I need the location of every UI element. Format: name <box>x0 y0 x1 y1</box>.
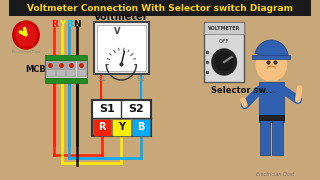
Bar <box>252 55 290 59</box>
Circle shape <box>216 53 233 71</box>
Bar <box>67 61 75 68</box>
Circle shape <box>212 49 236 75</box>
Text: S2: S2 <box>128 104 144 114</box>
Text: Voltmeter Connection With Selector switch Diagram: Voltmeter Connection With Selector switc… <box>27 3 293 12</box>
Bar <box>112 118 131 136</box>
Text: Electrician Dost: Electrician Dost <box>256 172 294 177</box>
Text: VOLTMETER: VOLTMETER <box>208 26 240 30</box>
Text: MCB: MCB <box>25 64 46 73</box>
Bar <box>45 60 87 78</box>
Bar <box>132 118 150 136</box>
Bar <box>67 69 75 76</box>
Text: OFF: OFF <box>219 39 229 44</box>
Text: V: V <box>114 26 121 35</box>
Text: Voltmeter: Voltmeter <box>94 12 148 22</box>
Bar <box>204 22 244 34</box>
Circle shape <box>16 24 36 46</box>
Text: N: N <box>73 19 81 28</box>
Text: Y: Y <box>118 122 125 132</box>
Bar <box>94 22 149 74</box>
Bar <box>272 120 283 155</box>
Text: Y: Y <box>59 19 65 28</box>
Bar <box>204 22 244 82</box>
Bar <box>92 100 151 136</box>
Text: B: B <box>137 122 145 132</box>
Bar <box>56 69 65 76</box>
Bar <box>46 61 54 68</box>
Bar <box>259 115 284 120</box>
Bar <box>92 118 111 136</box>
Bar <box>97 25 146 71</box>
Bar <box>9 0 311 16</box>
Bar <box>77 69 85 76</box>
Text: S1: S1 <box>99 104 115 114</box>
Bar <box>77 61 85 68</box>
Bar <box>45 55 87 60</box>
Wedge shape <box>255 40 288 58</box>
Bar <box>259 82 284 122</box>
Circle shape <box>256 49 286 81</box>
Text: S1: S1 <box>97 76 106 82</box>
Bar <box>45 78 87 83</box>
Bar <box>56 61 65 68</box>
Text: R: R <box>98 122 106 132</box>
Bar <box>46 69 54 76</box>
Text: Selector sw...: Selector sw... <box>211 86 275 94</box>
Text: B: B <box>66 19 73 28</box>
Text: Electrician Dost: Electrician Dost <box>12 50 40 54</box>
Text: S2: S2 <box>137 76 146 82</box>
Bar <box>260 120 270 155</box>
Circle shape <box>13 21 39 49</box>
Text: R: R <box>51 19 58 28</box>
